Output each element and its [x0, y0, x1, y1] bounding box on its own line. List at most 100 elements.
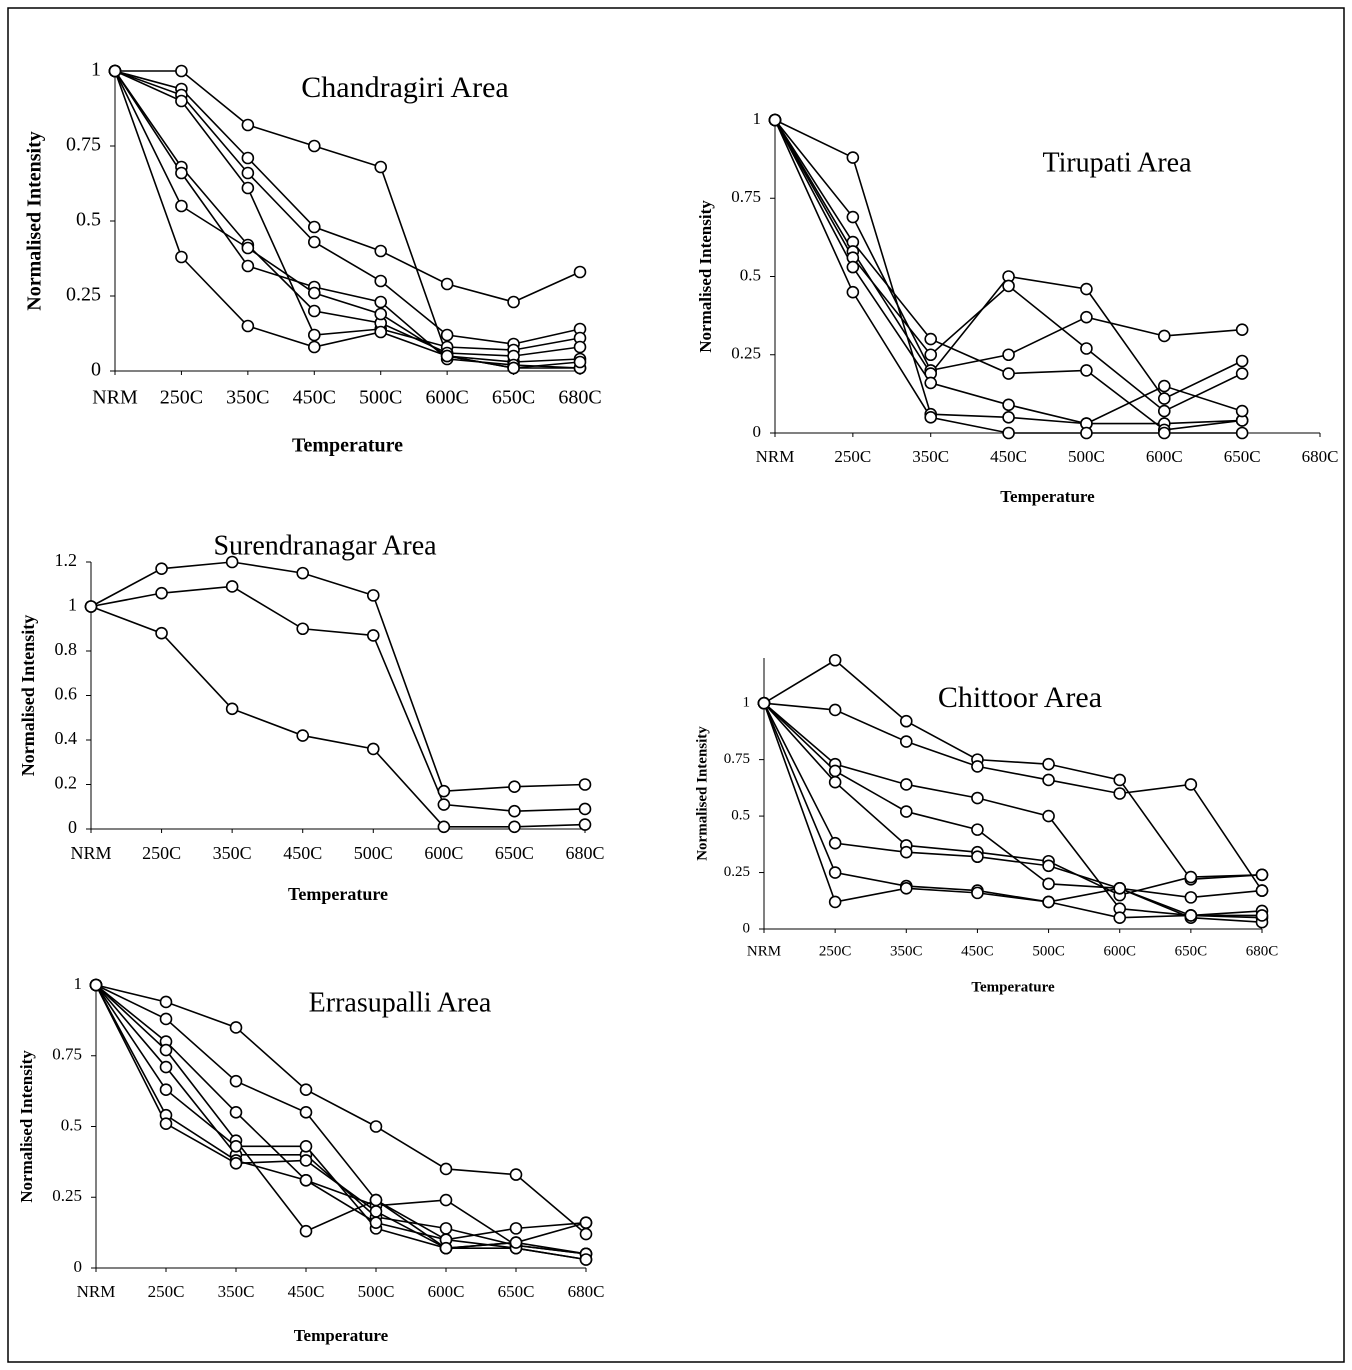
data-point [229, 1156, 243, 1170]
x-tick-label: 680C [565, 843, 604, 863]
data-point [296, 622, 310, 636]
x-tick-label: 600C [1146, 447, 1183, 466]
data-point [1235, 367, 1249, 380]
data-point [1042, 757, 1055, 771]
y-tick-label: 1.2 [55, 550, 78, 570]
data-point [1184, 909, 1198, 922]
data-point [768, 113, 782, 127]
data-point [241, 241, 255, 255]
data-point [241, 319, 255, 333]
data-point [241, 166, 255, 180]
data-point [374, 307, 388, 321]
data-point [508, 804, 521, 818]
data-point [899, 778, 913, 791]
data-point [439, 1222, 453, 1235]
data-point [299, 1083, 313, 1097]
data-point [299, 1173, 313, 1187]
data-point [971, 823, 984, 836]
data-point [508, 780, 521, 794]
x-tick-label: 350C [912, 447, 949, 466]
series-line [115, 70, 581, 363]
data-point [828, 866, 842, 879]
data-point [1042, 809, 1055, 823]
data-point [508, 820, 521, 834]
chart-title: Tirupati Area [1042, 147, 1192, 178]
data-point [366, 589, 380, 602]
data-point [159, 1117, 173, 1130]
data-point [374, 160, 388, 174]
data-point [1255, 884, 1269, 897]
y-tick-label: 0.5 [731, 808, 750, 824]
x-tick-label: NRM [77, 1282, 116, 1301]
x-tick-label: 650C [492, 387, 535, 409]
series-line [95, 984, 587, 1261]
data-point [175, 94, 188, 108]
series-line [114, 70, 581, 303]
data-point [440, 328, 454, 342]
series-line [90, 605, 586, 828]
data-point [1080, 426, 1093, 440]
chart: Errasupalli Area Temperature Normalised In… [17, 974, 605, 1345]
x-tick-label: 650C [1175, 943, 1208, 959]
y-axis-label: Normalised Intensity [24, 131, 46, 310]
data-point [1080, 310, 1093, 324]
data-point [1255, 868, 1269, 882]
series-line [114, 70, 580, 369]
y-tick-label: 0 [91, 359, 101, 381]
x-tick-label: 350C [890, 943, 923, 959]
series-line [763, 702, 1263, 903]
data-point [374, 274, 388, 288]
data-point [899, 735, 913, 748]
data-point [175, 250, 188, 264]
series-line [114, 70, 581, 369]
data-point [971, 791, 984, 805]
data-point [374, 295, 388, 309]
data-point [1080, 364, 1093, 377]
data-point [307, 328, 321, 342]
y-axis-label: Normalised Intensity [18, 615, 38, 777]
x-tick-label: 450C [293, 387, 336, 409]
x-tick-label: 650C [1224, 447, 1261, 466]
data-point [299, 1140, 313, 1153]
x-axis-label: Temperature [971, 979, 1055, 995]
data-point [971, 850, 984, 864]
data-point [1235, 404, 1249, 418]
x-tick-label: 600C [1103, 943, 1136, 959]
data-point [1157, 392, 1171, 405]
x-tick-label: 680C [568, 1282, 605, 1301]
data-point [1235, 426, 1249, 440]
chart-title: Surendranagar Area [213, 530, 437, 561]
data-point [899, 805, 913, 818]
data-point [159, 1060, 173, 1074]
data-point [439, 1193, 453, 1207]
series-line [114, 70, 581, 357]
data-point [299, 1224, 313, 1238]
y-tick-label: 0.75 [724, 751, 750, 767]
data-point [573, 265, 587, 279]
data-point [1157, 426, 1171, 440]
chart-title: Chittoor Area [938, 681, 1102, 714]
data-point [1080, 342, 1093, 355]
x-tick-label: 450C [283, 843, 322, 863]
data-point [229, 1140, 243, 1153]
data-point [507, 295, 520, 309]
x-tick-label: NRM [92, 387, 138, 409]
data-point [369, 1216, 383, 1230]
data-point [1113, 773, 1127, 787]
y-tick-label: 0.5 [61, 1115, 82, 1134]
data-point [225, 702, 239, 716]
data-point [241, 181, 255, 195]
data-point [828, 703, 842, 717]
series-line [763, 702, 1263, 892]
data-point [1235, 354, 1249, 368]
data-point [1002, 398, 1015, 412]
y-tick-label: 0.5 [76, 209, 101, 231]
data-point [369, 1205, 383, 1218]
y-tick-label: 0 [74, 1257, 83, 1276]
data-point [440, 277, 454, 291]
data-point [374, 244, 388, 258]
data-point [229, 1106, 243, 1119]
x-axis-label: Temperature [294, 1326, 389, 1345]
x-tick-label: 680C [558, 387, 601, 409]
x-tick-label: 500C [1068, 447, 1105, 466]
